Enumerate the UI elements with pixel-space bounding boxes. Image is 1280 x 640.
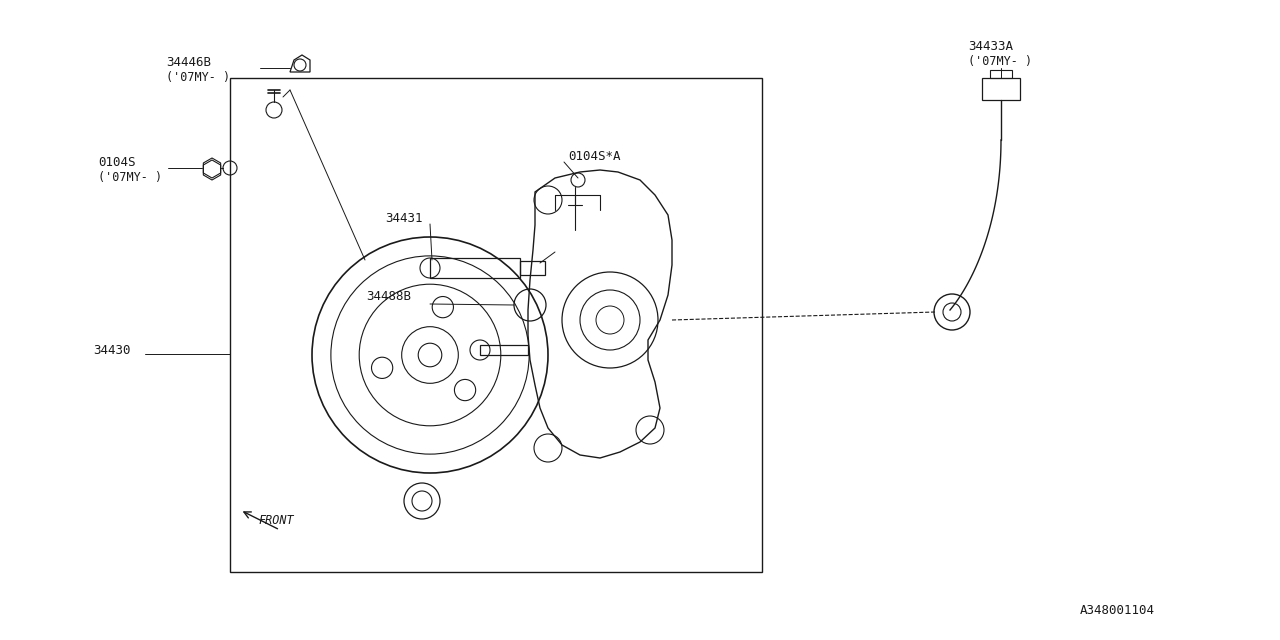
Text: 0104S: 0104S: [99, 156, 136, 168]
Text: ('07MY- ): ('07MY- ): [99, 172, 163, 184]
Text: FRONT: FRONT: [259, 513, 293, 527]
Circle shape: [419, 343, 442, 367]
Text: 34430: 34430: [93, 344, 131, 356]
Text: 34446B: 34446B: [166, 56, 211, 68]
Text: 0104S*A: 0104S*A: [568, 150, 621, 163]
Text: ('07MY- ): ('07MY- ): [968, 56, 1032, 68]
Text: A348001104: A348001104: [1080, 604, 1155, 616]
Text: 34433A: 34433A: [968, 40, 1012, 52]
Text: 34431: 34431: [385, 211, 422, 225]
Text: 34488B: 34488B: [366, 289, 411, 303]
Text: ('07MY- ): ('07MY- ): [166, 72, 230, 84]
